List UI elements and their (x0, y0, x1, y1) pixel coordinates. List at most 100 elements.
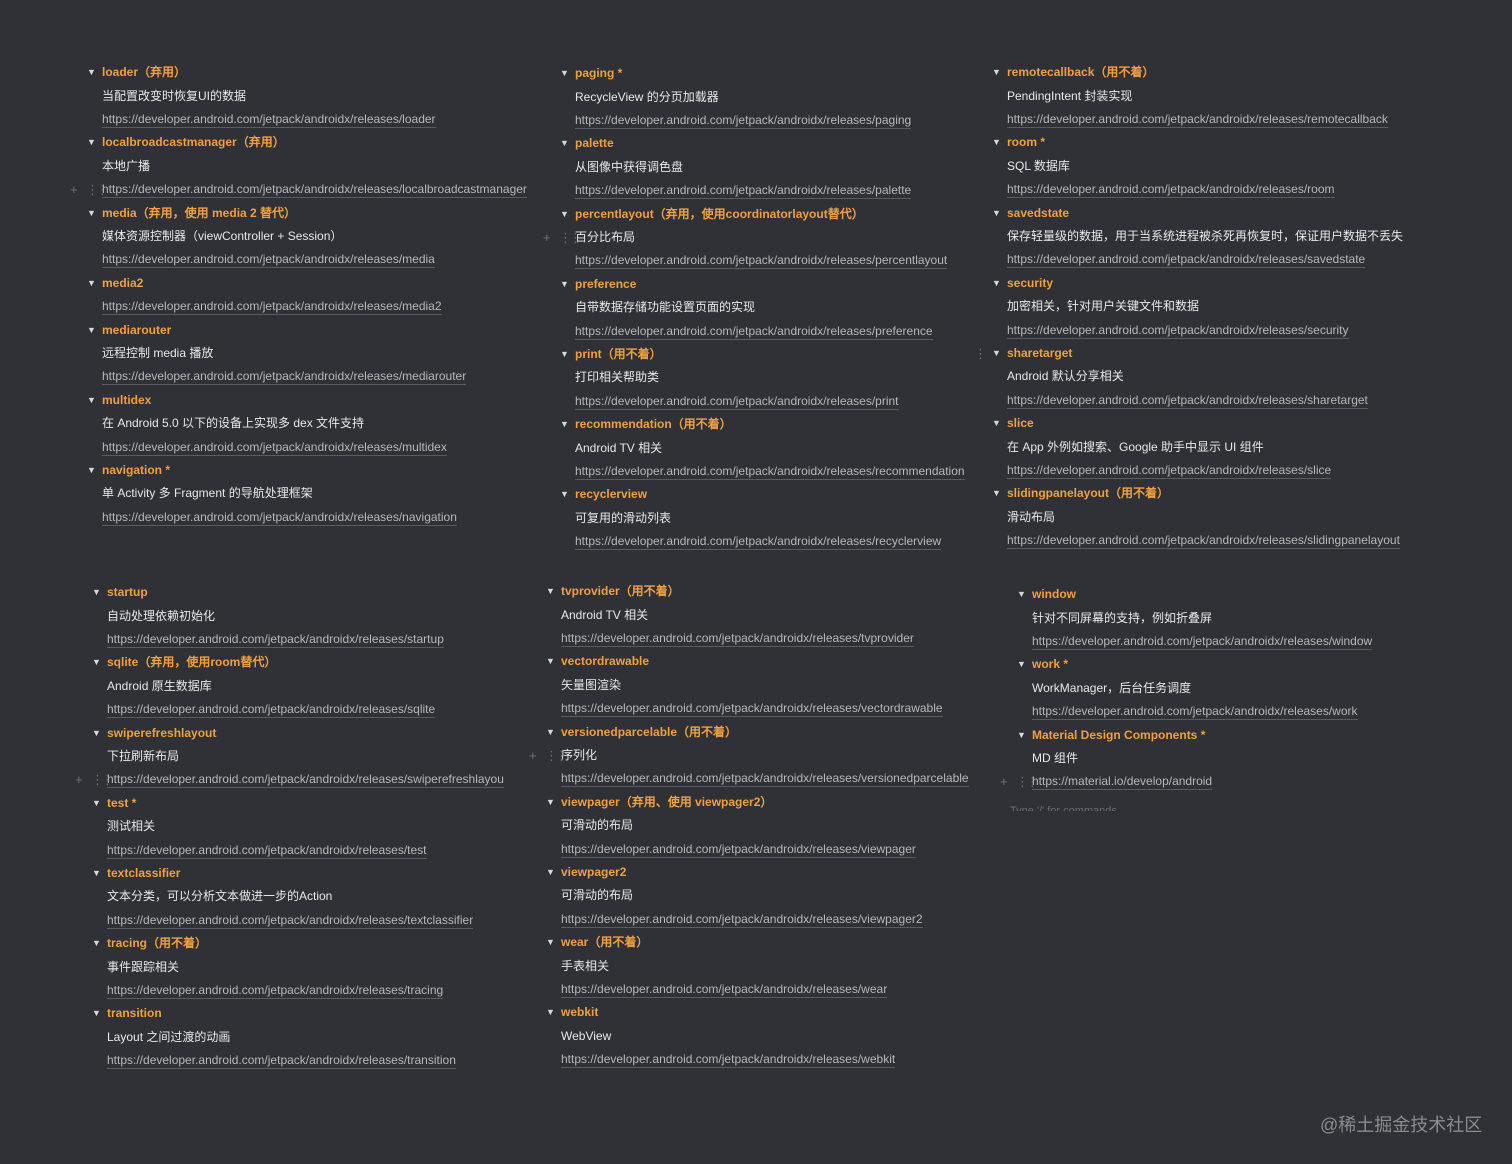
triangle-down-icon[interactable]: ▼ (992, 277, 1001, 288)
triangle-down-icon[interactable]: ▼ (92, 657, 101, 668)
triangle-down-icon[interactable]: ▼ (546, 656, 555, 667)
triangle-down-icon[interactable]: ▼ (560, 419, 569, 430)
link[interactable]: https://developer.android.com/jetpack/an… (102, 439, 447, 456)
link[interactable]: https://developer.android.com/jetpack/an… (561, 701, 943, 718)
link[interactable]: https://developer.android.com/jetpack/an… (561, 911, 923, 928)
link[interactable]: https://developer.android.com/jetpack/an… (1007, 112, 1388, 129)
drag-handle-icon[interactable]: ⋮⋮ (559, 230, 582, 246)
toggle-url-row: https://developer.android.com/jetpack/an… (1007, 248, 1403, 271)
link[interactable]: https://developer.android.com/jetpack/an… (1007, 392, 1368, 409)
link[interactable]: https://developer.android.com/jetpack/an… (575, 253, 948, 270)
triangle-down-icon[interactable]: ▼ (92, 938, 101, 949)
triangle-down-icon[interactable]: ▼ (87, 207, 96, 218)
triangle-down-icon[interactable]: ▼ (992, 347, 1001, 358)
triangle-down-icon[interactable]: ▼ (546, 937, 555, 948)
triangle-down-icon[interactable]: ▼ (87, 394, 96, 405)
link[interactable]: https://developer.android.com/jetpack/an… (107, 1053, 456, 1070)
plus-icon[interactable]: + (70, 182, 78, 198)
triangle-down-icon[interactable]: ▼ (1017, 589, 1026, 600)
link[interactable]: https://developer.android.com/jetpack/an… (107, 842, 427, 859)
triangle-down-icon[interactable]: ▼ (87, 67, 96, 78)
link[interactable]: https://developer.android.com/jetpack/an… (1032, 634, 1373, 651)
triangle-down-icon[interactable]: ▼ (1017, 729, 1026, 740)
link[interactable]: https://developer.android.com/jetpack/an… (102, 252, 435, 269)
link[interactable]: https://developer.android.com/jetpack/an… (561, 841, 916, 858)
link[interactable]: https://developer.android.com/jetpack/an… (107, 772, 504, 789)
triangle-down-icon[interactable]: ▼ (546, 586, 555, 597)
triangle-down-icon[interactable]: ▼ (560, 348, 569, 359)
toggle-title: localbroadcastmanager（弃用） (102, 135, 285, 150)
toggle-block: ▼ security 加密相关，针对用户关键文件和数据 https://develop… (992, 272, 1403, 342)
triangle-down-icon[interactable]: ▼ (92, 727, 101, 738)
triangle-down-icon[interactable]: ▼ (92, 867, 101, 878)
toggle-url-row: https://developer.android.com/jetpack/an… (1007, 389, 1403, 412)
link[interactable]: https://developer.android.com/jetpack/an… (102, 509, 457, 526)
link[interactable]: https://developer.android.com/jetpack/an… (561, 631, 914, 648)
link[interactable]: https://developer.android.com/jetpack/an… (561, 1052, 896, 1069)
plus-icon[interactable]: + (543, 230, 551, 246)
link[interactable]: https://developer.android.com/jetpack/an… (107, 912, 474, 929)
empty-block-placeholder[interactable]: Type '/' for commands (1010, 804, 1117, 811)
link[interactable]: https://developer.android.com/jetpack/an… (575, 323, 933, 340)
link[interactable]: https://developer.android.com/jetpack/an… (107, 632, 444, 649)
triangle-down-icon[interactable]: ▼ (546, 866, 555, 877)
link[interactable]: https://developer.android.com/jetpack/an… (575, 393, 899, 410)
link[interactable]: https://developer.android.com/jetpack/an… (1007, 252, 1366, 269)
toggle-block: ▼ window 针对不同屏幕的支持，例如折叠屏 https://developer.… (1017, 583, 1373, 653)
link[interactable]: https://developer.android.com/jetpack/an… (561, 771, 969, 788)
link[interactable]: https://material.io/develop/android (1032, 774, 1213, 791)
triangle-down-icon[interactable]: ▼ (992, 207, 1001, 218)
triangle-down-icon[interactable]: ▼ (992, 418, 1001, 429)
triangle-down-icon[interactable]: ▼ (92, 1008, 101, 1019)
link[interactable]: https://developer.android.com/jetpack/an… (102, 112, 436, 129)
triangle-down-icon[interactable]: ▼ (560, 489, 569, 500)
triangle-down-icon[interactable]: ▼ (87, 277, 96, 288)
triangle-down-icon[interactable]: ▼ (87, 464, 96, 475)
triangle-down-icon[interactable]: ▼ (992, 67, 1001, 78)
link[interactable]: https://developer.android.com/jetpack/an… (1007, 462, 1332, 479)
toggle-url-row: https://developer.android.com/jetpack/an… (102, 506, 527, 529)
triangle-down-icon[interactable]: ▼ (560, 68, 569, 79)
link[interactable]: https://developer.android.com/jetpack/an… (1007, 533, 1400, 550)
drag-handle-icon[interactable]: ⋮⋮ (86, 182, 109, 198)
plus-icon[interactable]: + (75, 772, 83, 788)
triangle-down-icon[interactable]: ▼ (560, 278, 569, 289)
drag-handle-icon[interactable]: ⋮ (974, 345, 987, 361)
link[interactable]: https://developer.android.com/jetpack/an… (107, 982, 444, 999)
link[interactable]: https://developer.android.com/jetpack/an… (575, 463, 965, 480)
toggle-title-row: ▼ room * (992, 131, 1403, 154)
triangle-down-icon[interactable]: ▼ (560, 208, 569, 219)
link[interactable]: https://developer.android.com/jetpack/an… (102, 299, 442, 316)
triangle-down-icon[interactable]: ▼ (546, 796, 555, 807)
link[interactable]: https://developer.android.com/jetpack/an… (1032, 704, 1358, 721)
link[interactable]: https://developer.android.com/jetpack/an… (575, 183, 912, 200)
triangle-down-icon[interactable]: ▼ (560, 138, 569, 149)
triangle-down-icon[interactable]: ▼ (87, 324, 96, 335)
triangle-down-icon[interactable]: ▼ (992, 137, 1001, 148)
triangle-down-icon[interactable]: ▼ (992, 488, 1001, 499)
toggle-title: viewpager2 (561, 864, 627, 879)
triangle-down-icon[interactable]: ▼ (546, 726, 555, 737)
link[interactable]: https://developer.android.com/jetpack/an… (575, 113, 912, 130)
toggle-desc-row: 测试相关 (107, 815, 504, 838)
link[interactable]: https://developer.android.com/jetpack/an… (1007, 182, 1335, 199)
triangle-down-icon[interactable]: ▼ (546, 1007, 555, 1018)
link[interactable]: https://developer.android.com/jetpack/an… (107, 702, 436, 719)
link[interactable]: https://developer.android.com/jetpack/an… (102, 182, 527, 199)
toggle-title: recyclerview (575, 487, 648, 502)
link[interactable]: https://developer.android.com/jetpack/an… (575, 534, 942, 551)
drag-handle-icon[interactable]: ⋮⋮ (1016, 774, 1039, 790)
triangle-down-icon[interactable]: ▼ (87, 137, 96, 148)
link[interactable]: https://developer.android.com/jetpack/an… (102, 369, 467, 386)
toggle-url-row: https://developer.android.com/jetpack/an… (107, 698, 504, 721)
link[interactable]: https://developer.android.com/jetpack/an… (1007, 322, 1349, 339)
plus-icon[interactable]: + (529, 748, 537, 764)
triangle-down-icon[interactable]: ▼ (92, 797, 101, 808)
plus-icon[interactable]: + (1000, 774, 1008, 790)
toggle-title-row: ▼ percentlayout（弃用，使用coordinatorlayout替代） (560, 203, 965, 226)
triangle-down-icon[interactable]: ▼ (1017, 659, 1026, 670)
link[interactable]: https://developer.android.com/jetpack/an… (561, 981, 888, 998)
drag-handle-icon[interactable]: ⋮⋮ (545, 748, 568, 764)
triangle-down-icon[interactable]: ▼ (92, 587, 101, 598)
drag-handle-icon[interactable]: ⋮⋮ (91, 772, 114, 788)
